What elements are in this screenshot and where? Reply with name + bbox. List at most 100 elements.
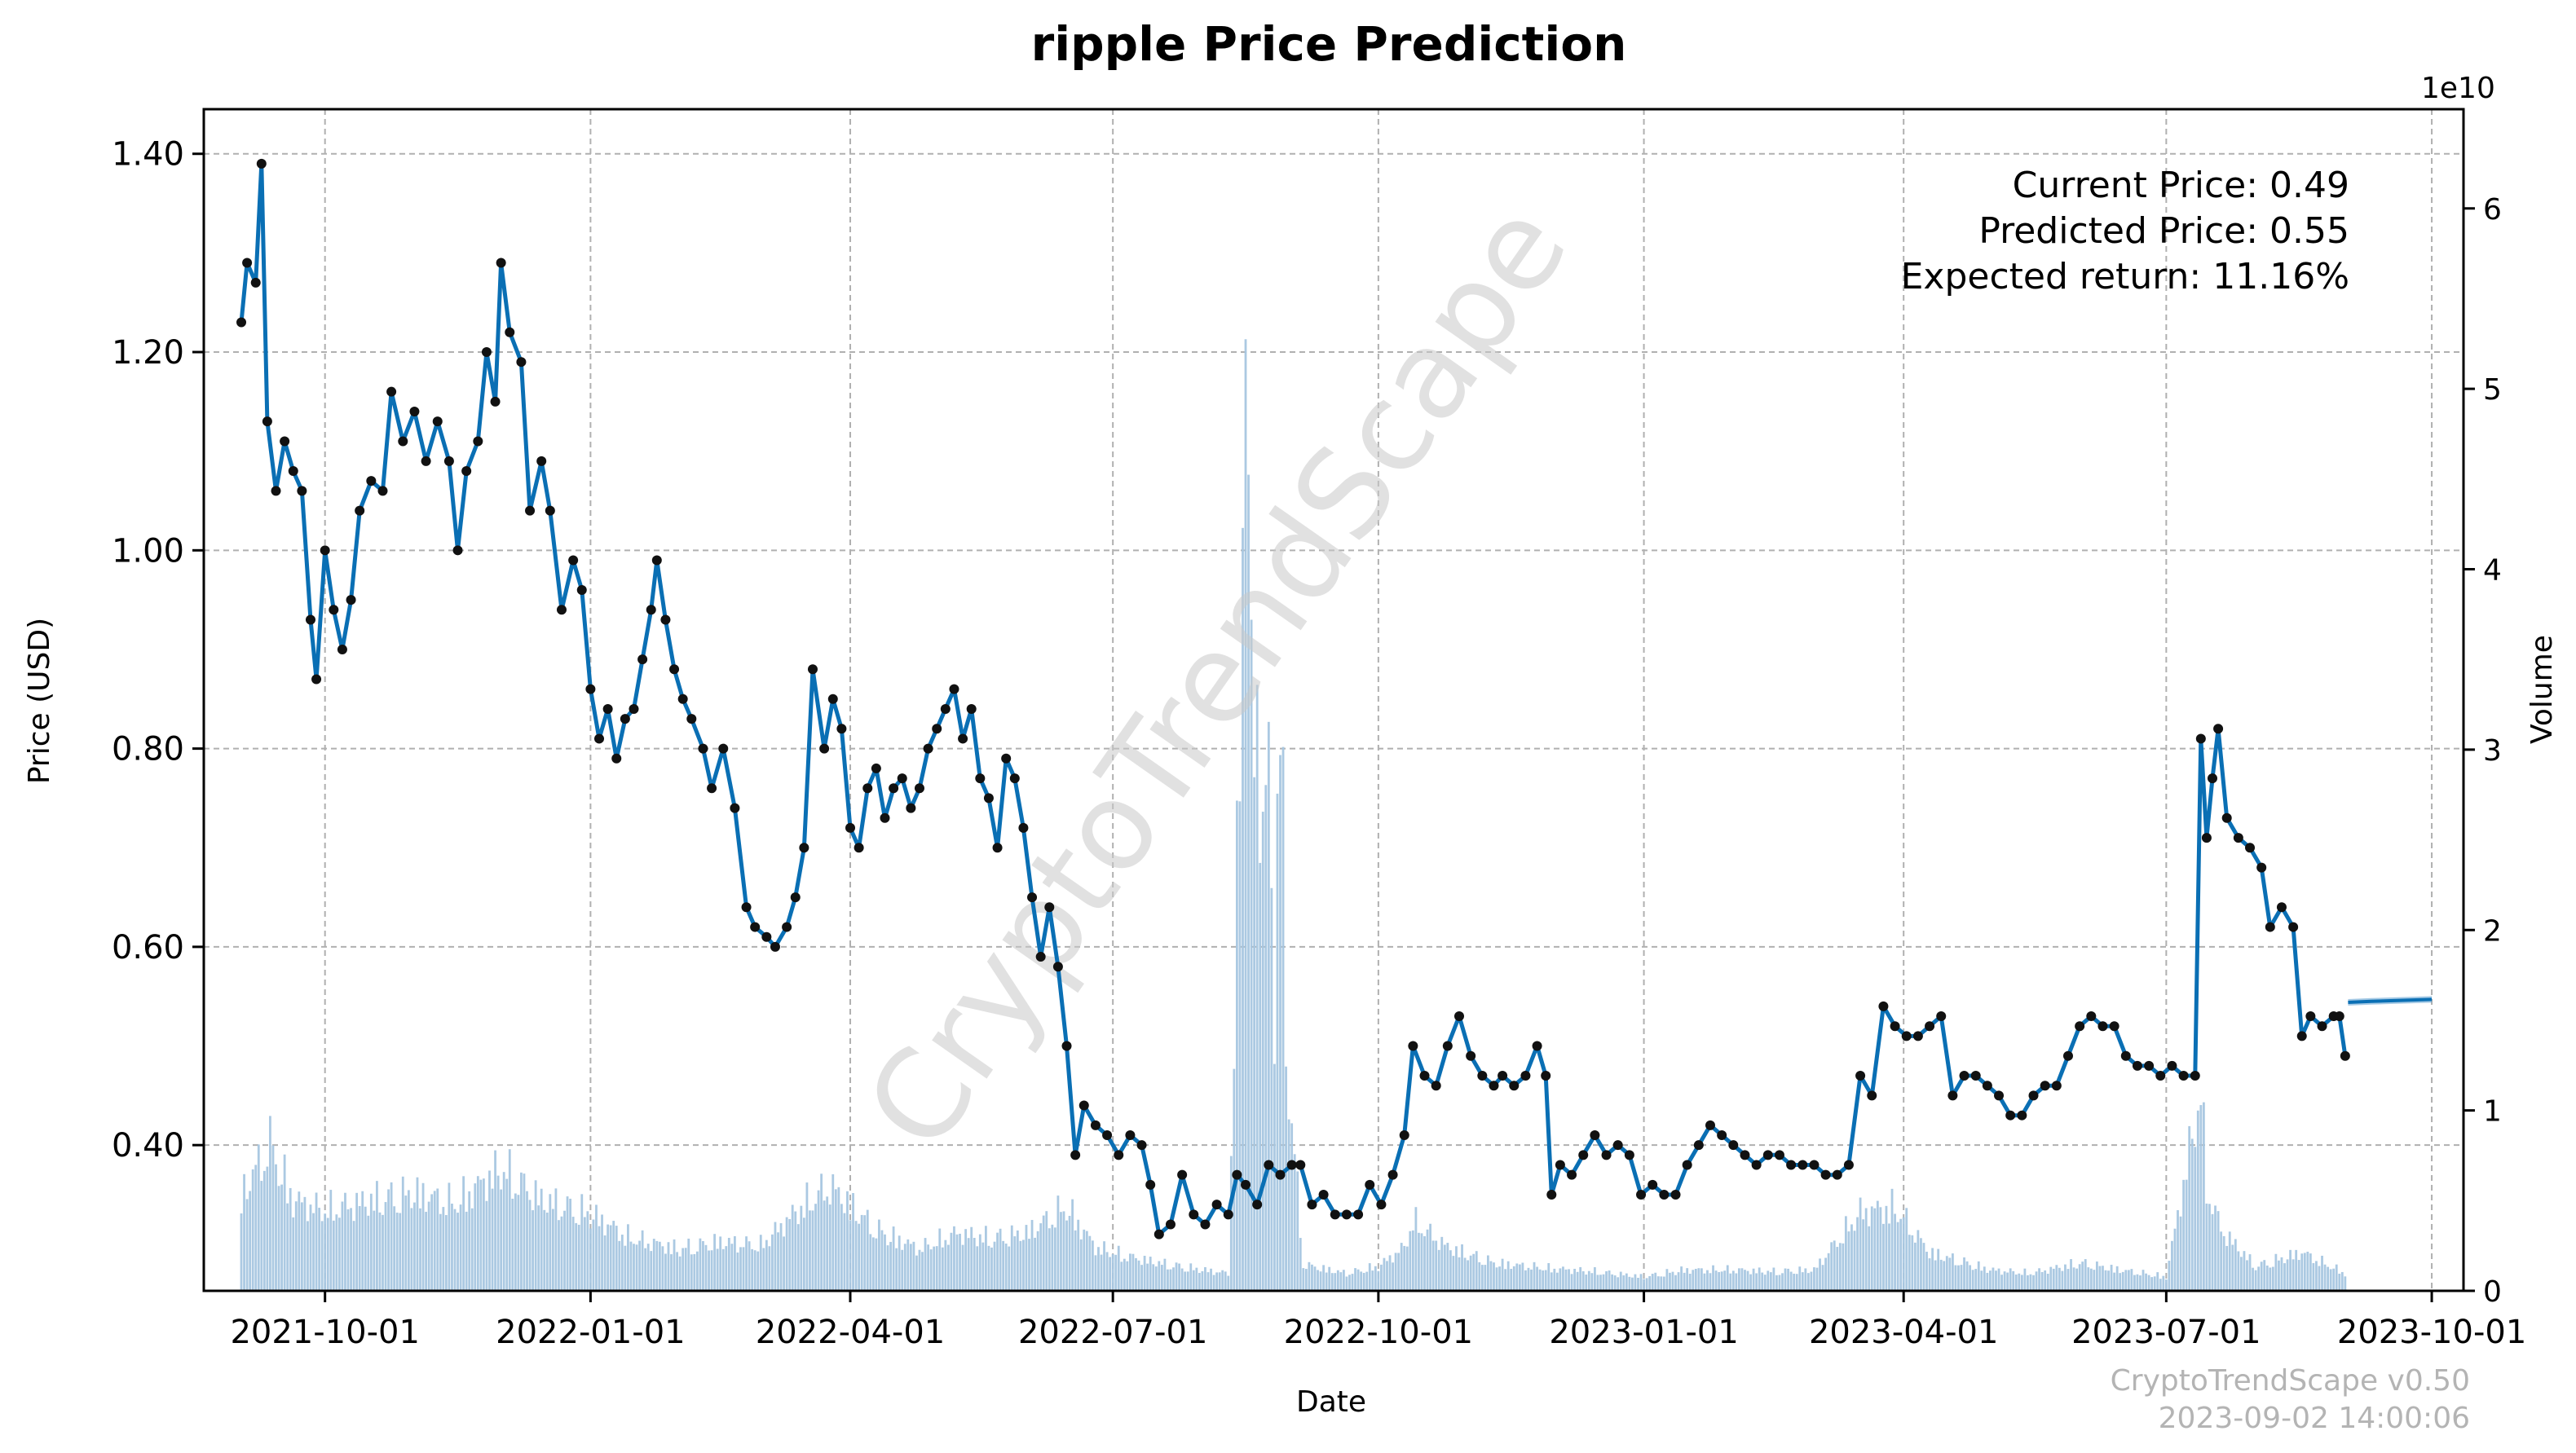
volume-bar	[727, 1238, 730, 1291]
volume-bar	[1651, 1274, 1654, 1291]
volume-bar	[1819, 1258, 1821, 1291]
volume-bar	[421, 1182, 425, 1291]
volume-bar	[785, 1217, 788, 1291]
volume-bar	[1608, 1270, 1611, 1291]
price-point	[346, 595, 356, 605]
y-tick-label: 0.80	[112, 731, 184, 768]
volume-bar	[1120, 1261, 1123, 1291]
volume-bar	[2214, 1205, 2217, 1291]
volume-bar	[1048, 1228, 1051, 1291]
volume-bar	[1446, 1243, 1449, 1291]
volume-bar	[1242, 527, 1244, 1291]
price-point	[1925, 1021, 1935, 1032]
volume-bar	[485, 1200, 488, 1291]
volume-bar	[1813, 1267, 1815, 1291]
volume-bar	[329, 1190, 333, 1291]
volume-bar	[1180, 1268, 1184, 1291]
volume-bar	[2046, 1274, 2049, 1291]
volume-bar	[1746, 1270, 1749, 1291]
price-point	[1078, 1100, 1089, 1111]
volume-bar	[1484, 1265, 1487, 1291]
price-point	[1307, 1200, 1317, 1210]
volume-bar	[1677, 1272, 1680, 1291]
volume-bar	[2139, 1275, 2142, 1291]
volume-bar	[355, 1192, 359, 1291]
price-point	[862, 783, 873, 794]
volume-bar	[629, 1241, 633, 1291]
volume-bar	[2309, 1253, 2312, 1291]
volume-bar	[918, 1249, 921, 1291]
price-point	[1578, 1150, 1589, 1160]
price-point	[1027, 892, 1038, 903]
volume-bar	[563, 1210, 566, 1291]
volume-bar	[1890, 1188, 1894, 1291]
price-point	[2178, 1071, 2189, 1081]
volume-bar	[1475, 1251, 1478, 1291]
volume-bar	[2269, 1267, 2272, 1291]
volume-bar	[271, 1145, 275, 1291]
volume-bar	[641, 1230, 644, 1291]
volume-bar	[514, 1193, 517, 1291]
price-point	[496, 258, 506, 268]
volume-bar	[1085, 1231, 1088, 1291]
volume-bar	[1763, 1275, 1767, 1291]
volume-bar	[1478, 1261, 1481, 1291]
volume-bar	[1088, 1235, 1092, 1291]
price-point	[1102, 1130, 1113, 1141]
volume-bar	[892, 1226, 895, 1291]
volume-bar	[571, 1217, 575, 1291]
volume-bar	[1838, 1243, 1842, 1291]
volume-bar	[1036, 1231, 1039, 1291]
price-point	[2233, 833, 2243, 843]
price-point	[1286, 1160, 1297, 1170]
volume-bar	[580, 1194, 584, 1291]
volume-bar	[866, 1209, 869, 1291]
price-point	[1797, 1160, 1808, 1170]
volume-bar	[2070, 1259, 2072, 1291]
price-point	[288, 466, 298, 477]
price-point	[1232, 1169, 1242, 1180]
volume-bar	[269, 1116, 271, 1291]
price-point	[1177, 1169, 1188, 1180]
price-point	[2144, 1060, 2155, 1071]
volume-bar	[2177, 1210, 2179, 1291]
volume-bar	[595, 1204, 598, 1291]
volume-bar	[2006, 1272, 2009, 1291]
volume-bar	[1648, 1275, 1652, 1291]
volume-bar	[1129, 1253, 1131, 1291]
volume-bar	[927, 1244, 929, 1291]
volume-bar	[1937, 1248, 1940, 1291]
volume-bar	[955, 1234, 959, 1291]
volume-bar	[1380, 1264, 1383, 1291]
volume-bar	[1071, 1199, 1074, 1291]
volume-bar	[1206, 1272, 1210, 1291]
price-point	[836, 724, 847, 734]
volume-bar	[558, 1220, 560, 1291]
volume-bar	[898, 1235, 901, 1291]
volume-bar	[612, 1221, 615, 1291]
volume-bar	[1016, 1230, 1019, 1291]
volume-bar	[2263, 1260, 2266, 1291]
price-point	[1399, 1130, 1409, 1141]
volume-bar	[1178, 1263, 1180, 1291]
volume-bar	[1418, 1232, 1420, 1291]
volume-bar	[2234, 1239, 2237, 1291]
volume-bar	[1824, 1257, 1828, 1291]
volume-bar	[1945, 1256, 1948, 1291]
x-tick-label: 2023-04-01	[1809, 1314, 1998, 1351]
volume-bar	[849, 1220, 852, 1291]
volume-bar	[1769, 1272, 1772, 1291]
volume-bar	[2208, 1204, 2211, 1291]
volume-bar	[1876, 1200, 1879, 1291]
volume-bar	[1060, 1212, 1062, 1291]
volume-bar	[583, 1217, 586, 1291]
volume-bar	[1004, 1244, 1008, 1291]
volume-bar	[814, 1204, 817, 1291]
volume-bar	[607, 1224, 610, 1291]
volume-bar	[1354, 1268, 1356, 1291]
x-tick-label: 2021-10-01	[230, 1314, 419, 1351]
volume-bar	[1634, 1274, 1637, 1291]
price-point	[1009, 773, 1020, 784]
volume-bar	[479, 1179, 483, 1291]
volume-bar	[999, 1228, 1002, 1291]
